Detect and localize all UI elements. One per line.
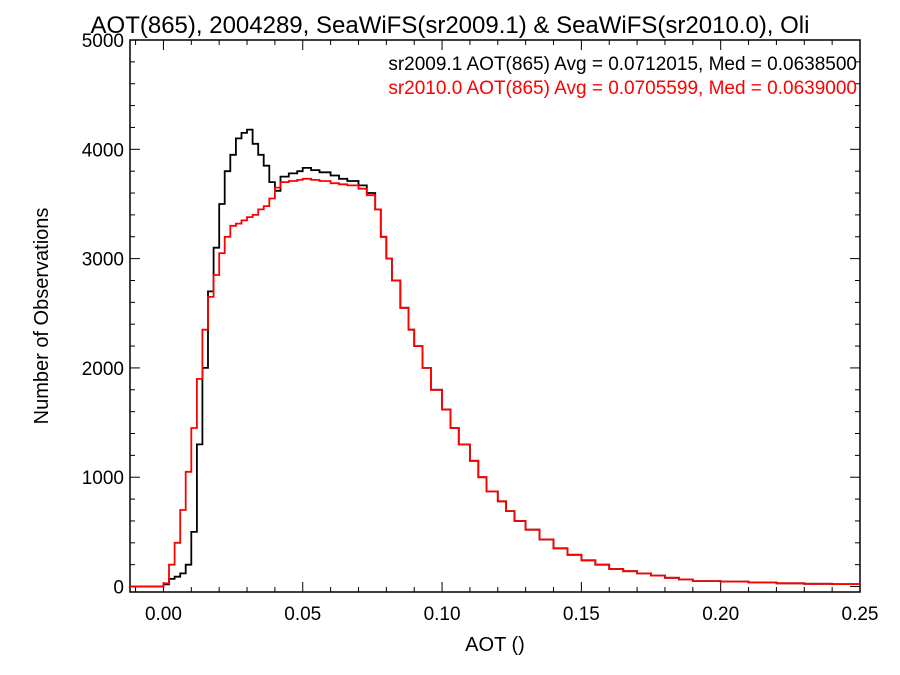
- series-line-sr2009.1: [130, 128, 861, 588]
- x-tick-label: 0.05: [284, 604, 321, 625]
- x-tick-label: 0.10: [424, 604, 461, 625]
- y-tick-label: 4000: [82, 140, 124, 161]
- y-tick-label: 3000: [82, 250, 124, 271]
- chart-title: AOT(865), 2004289, SeaWiFS(sr2009.1) & S…: [91, 12, 810, 39]
- x-tick-label: 0.15: [563, 604, 600, 625]
- series-line-sr2010.0: [130, 177, 861, 588]
- y-tick-label: 0: [113, 578, 124, 599]
- plot-area: 0.00 0.05 0.10 0.15 0.20 0.25 0 1000 2000 3000 40…: [82, 31, 879, 625]
- x-axis: 0.00 0.05 0.10 0.15 0.20 0.25: [135, 40, 879, 625]
- x-tick-label: 0.25: [842, 604, 879, 625]
- y-axis-label: Number of Observations: [31, 208, 53, 425]
- x-tick-label: 0.20: [702, 604, 739, 625]
- plot-frame: [129, 39, 861, 593]
- x-tick-label: 0.00: [145, 604, 182, 625]
- y-tick-label: 1000: [82, 468, 124, 489]
- series-layer: [130, 128, 861, 588]
- x-axis-label: AOT (): [465, 634, 525, 656]
- annotation-sr2009: sr2009.1 AOT(865) Avg = 0.0712015, Med =…: [388, 54, 857, 75]
- y-tick-label: 2000: [82, 359, 124, 380]
- annotation-sr2010: sr2010.0 AOT(865) Avg = 0.0705599, Med =…: [388, 78, 857, 99]
- y-tick-label: 5000: [82, 31, 124, 52]
- y-axis: 0 1000 2000 3000 4000 5000: [82, 31, 860, 599]
